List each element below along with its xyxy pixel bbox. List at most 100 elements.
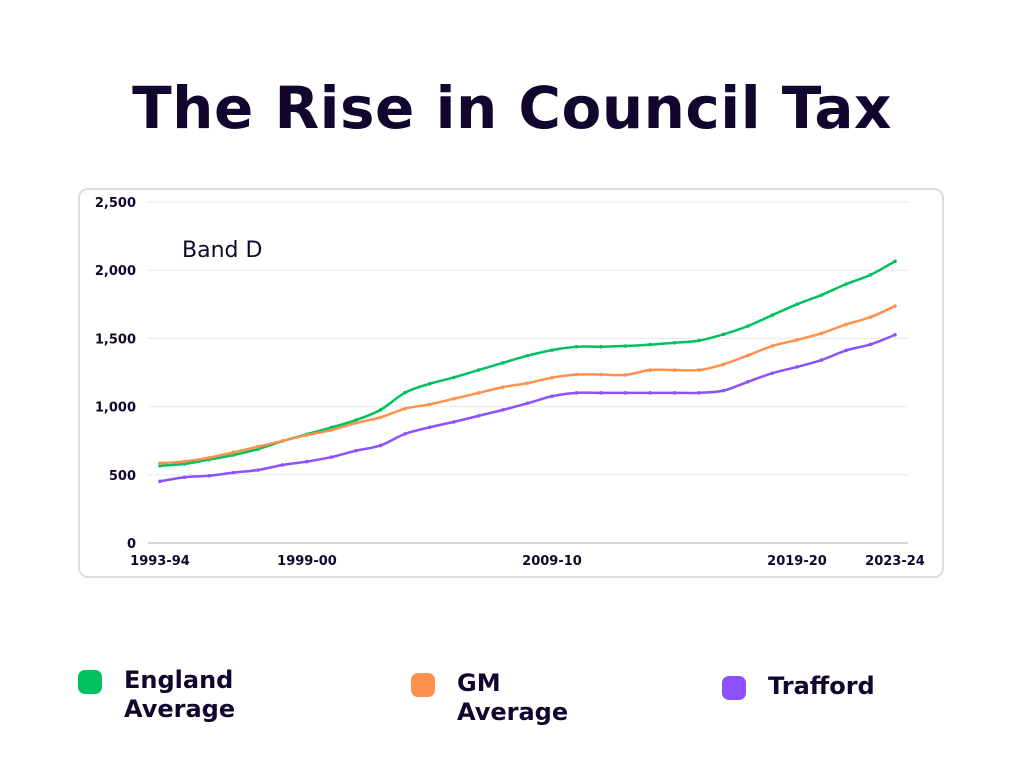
- data-point: [501, 385, 505, 389]
- data-point: [354, 448, 358, 453]
- data-point: [476, 414, 481, 418]
- data-point: [844, 282, 848, 286]
- y-tick-label: 1,000: [95, 401, 136, 416]
- data-point: [378, 443, 383, 448]
- legend-swatch-trafford: [722, 676, 746, 700]
- series-gm-average: [158, 304, 897, 466]
- data-point: [550, 348, 554, 352]
- data-point: [574, 344, 579, 349]
- data-point: [844, 322, 848, 327]
- data-point: [158, 461, 162, 466]
- y-tick-label: 1,500: [95, 332, 136, 347]
- band-d-annotation: Band D: [182, 238, 262, 263]
- data-point: [354, 418, 358, 422]
- data-point: [501, 361, 505, 365]
- data-point: [182, 475, 187, 480]
- data-point: [280, 439, 285, 443]
- x-tick-label: 1999-00: [277, 554, 337, 569]
- series-trafford: [158, 333, 897, 484]
- y-tick-label: 0: [127, 537, 136, 552]
- data-point: [427, 382, 432, 386]
- x-axis-ticks: 1993-94 1999-00 2009-10 2019-20 2023-24: [130, 554, 925, 569]
- data-point: [403, 406, 407, 411]
- data-point: [574, 372, 579, 377]
- data-point: [476, 368, 481, 372]
- data-point: [868, 342, 873, 347]
- data-point: [623, 344, 628, 348]
- chart-card: [78, 188, 944, 578]
- series-england-average: [158, 259, 897, 468]
- data-point: [746, 353, 750, 358]
- legend-item-trafford: Trafford: [722, 672, 918, 701]
- data-point: [476, 391, 481, 395]
- data-point: [231, 450, 236, 455]
- legend-label-england: England Average: [124, 666, 274, 724]
- legend-swatch-gm: [411, 673, 435, 697]
- data-point: [746, 379, 750, 384]
- legend-swatch-england: [78, 670, 102, 694]
- legend-label-line2: Average: [457, 698, 569, 726]
- legend-item-england: England Average: [78, 666, 274, 724]
- data-point: [770, 313, 775, 317]
- data-point: [648, 368, 652, 372]
- y-tick-label: 2,000: [95, 264, 136, 279]
- data-point: [893, 259, 897, 264]
- data-point: [305, 433, 309, 437]
- data-point: [721, 388, 726, 393]
- data-point: [378, 415, 383, 420]
- data-point: [207, 455, 211, 460]
- data-point: [770, 371, 775, 375]
- data-point: [158, 463, 162, 468]
- legend-item-gm: GM Average: [411, 669, 607, 727]
- data-point: [697, 391, 701, 395]
- x-tick-label: 1993-94: [130, 554, 190, 569]
- data-point: [550, 394, 554, 399]
- data-point: [329, 428, 334, 432]
- legend-label-trafford: Trafford: [768, 672, 918, 701]
- data-point: [550, 375, 554, 380]
- data-point: [256, 444, 260, 449]
- data-point: [868, 315, 873, 319]
- data-point: [452, 420, 456, 424]
- data-point: [721, 332, 726, 337]
- data-point: [452, 396, 456, 401]
- data-point: [427, 402, 432, 407]
- data-point: [158, 479, 162, 484]
- data-point: [648, 391, 652, 395]
- data-point: [403, 390, 407, 395]
- data-point: [672, 368, 677, 372]
- series-lines: [158, 259, 897, 484]
- data-point: [403, 432, 407, 436]
- data-point: [525, 353, 530, 358]
- legend: England Average GM Average Trafford: [0, 662, 1024, 742]
- data-point: [329, 455, 334, 459]
- data-point: [599, 344, 603, 349]
- legend-label-line1: England: [124, 666, 234, 694]
- y-tick-label: 500: [109, 469, 136, 484]
- data-point: [305, 459, 309, 464]
- data-point: [697, 368, 701, 372]
- gridlines: [148, 201, 908, 544]
- data-point: [378, 408, 383, 412]
- data-point: [256, 468, 260, 472]
- data-point: [770, 344, 775, 348]
- page-title: The Rise in Council Tax: [132, 74, 892, 142]
- data-point: [893, 304, 897, 308]
- data-point: [893, 333, 897, 337]
- data-point: [623, 391, 628, 395]
- data-point: [844, 348, 848, 353]
- data-point: [795, 302, 799, 307]
- series-line: [159, 260, 896, 468]
- data-point: [672, 340, 677, 345]
- data-point: [354, 421, 358, 425]
- data-point: [525, 401, 530, 406]
- data-point: [231, 453, 236, 457]
- data-point: [819, 331, 824, 336]
- legend-label-line1: Trafford: [768, 672, 875, 700]
- x-tick-label: 2023-24: [865, 554, 925, 569]
- data-point: [819, 293, 824, 297]
- data-point: [648, 342, 652, 347]
- data-point: [672, 391, 677, 395]
- data-point: [868, 273, 873, 277]
